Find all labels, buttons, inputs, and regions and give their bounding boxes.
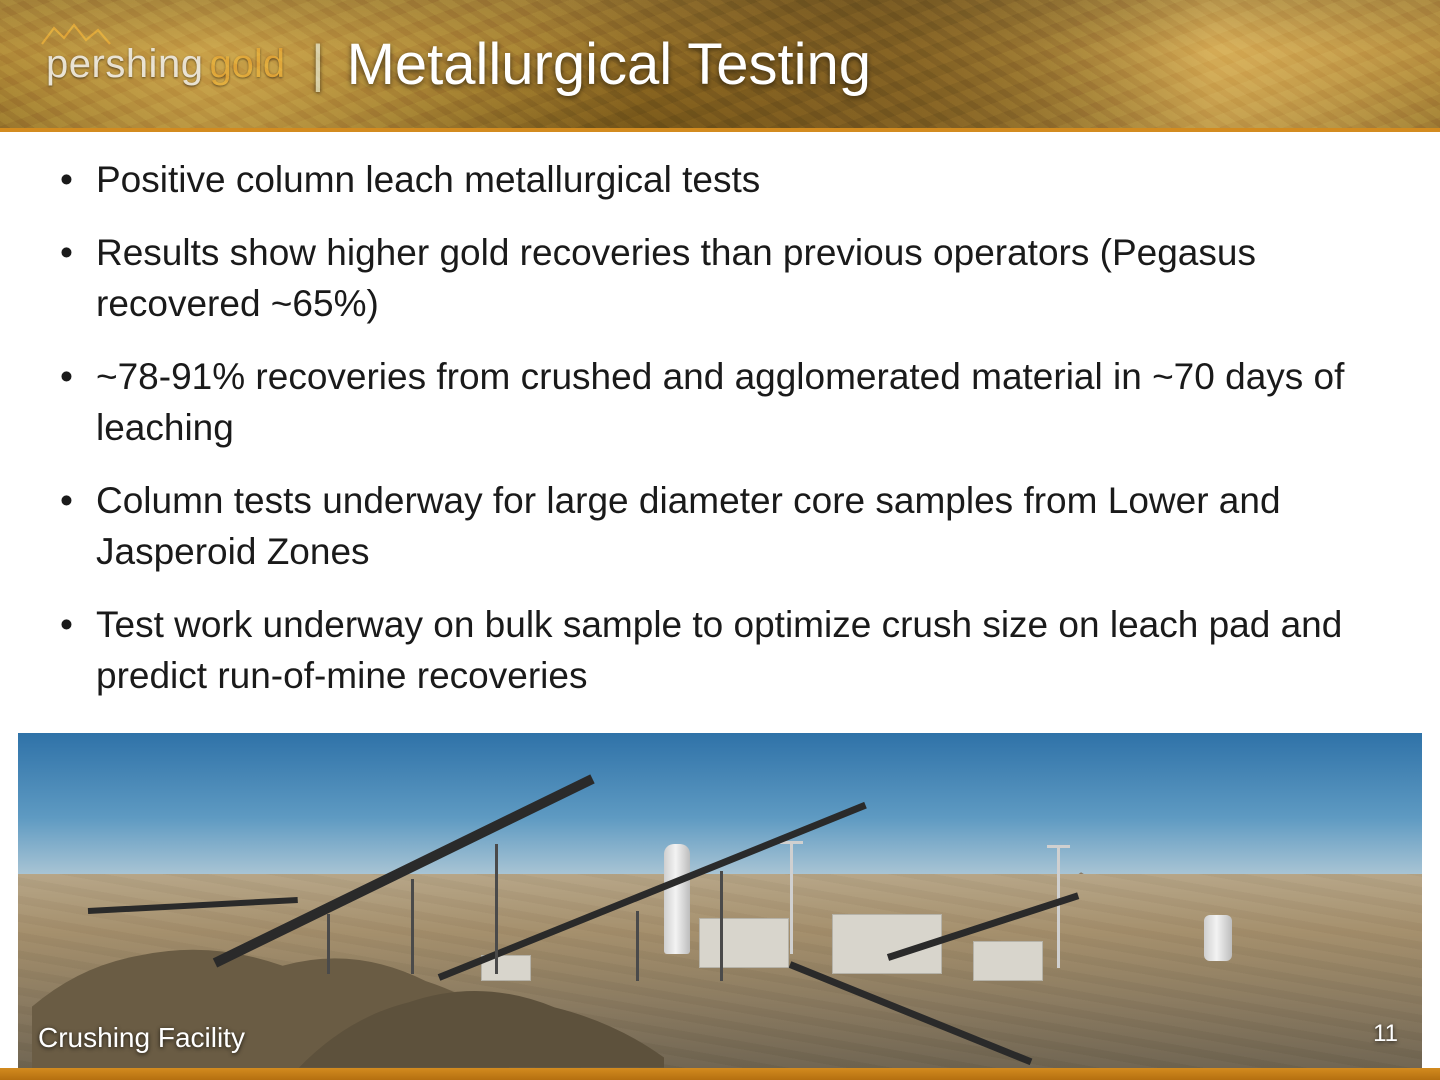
- support-icon: [327, 914, 330, 974]
- footer-accent-bar: [0, 1068, 1440, 1080]
- support-icon: [411, 879, 414, 974]
- bullet-item: Results show higher gold recoveries than…: [52, 227, 1388, 329]
- crushing-facility-photo: [18, 733, 1422, 1068]
- light-pole-icon: [790, 844, 793, 954]
- logo-text-gold: gold: [209, 42, 285, 87]
- light-pole-icon: [1057, 848, 1060, 968]
- photo-region: Crushing Facility 11: [18, 733, 1422, 1068]
- slide-header: pershing gold | Metallurgical Testing: [0, 0, 1440, 132]
- structure-icon: [699, 918, 789, 968]
- company-logo: pershing gold: [40, 42, 285, 87]
- header-divider: |: [311, 34, 325, 94]
- bullet-list: Positive column leach metallurgical test…: [52, 154, 1388, 701]
- slide-body: Positive column leach metallurgical test…: [0, 132, 1440, 733]
- slide: pershing gold | Metallurgical Testing Po…: [0, 0, 1440, 1080]
- photo-caption: Crushing Facility: [38, 1022, 245, 1054]
- page-number: 11: [1373, 1020, 1398, 1048]
- bullet-item: ~78-91% recoveries from crushed and aggl…: [52, 351, 1388, 453]
- support-icon: [720, 871, 723, 981]
- structure-icon: [973, 941, 1043, 981]
- dirt-pile-icon: [299, 907, 664, 1068]
- support-icon: [636, 911, 639, 981]
- silo-icon: [664, 844, 690, 954]
- logo-text-pershing: pershing: [46, 42, 203, 87]
- support-icon: [495, 844, 498, 974]
- slide-title: Metallurgical Testing: [347, 31, 871, 98]
- bullet-item: Positive column leach metallurgical test…: [52, 154, 1388, 205]
- logo-mountain-icon: [40, 22, 112, 46]
- bullet-item: Test work underway on bulk sample to opt…: [52, 599, 1388, 701]
- bullet-item: Column tests underway for large diameter…: [52, 475, 1388, 577]
- tank-icon: [1204, 915, 1232, 961]
